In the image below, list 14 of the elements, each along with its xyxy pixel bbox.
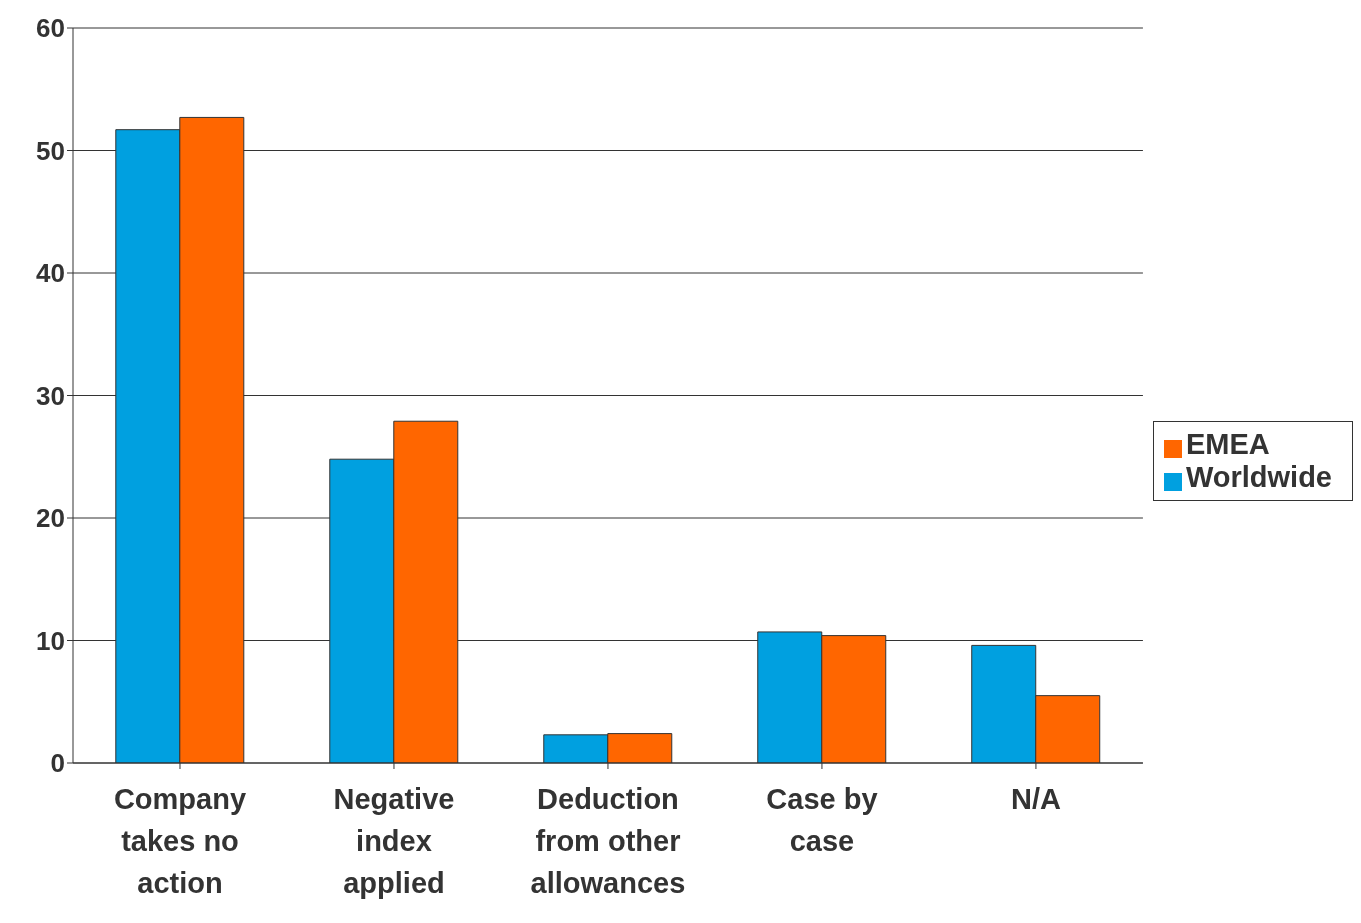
x-tick-label: Case by case xyxy=(766,783,878,857)
y-tick-label: 30 xyxy=(36,380,65,411)
y-tick-label: 40 xyxy=(36,258,65,289)
y-tick-label: 20 xyxy=(36,503,65,534)
y-tick-label: 10 xyxy=(36,625,65,656)
x-tick-label: Company takes no action xyxy=(113,783,247,899)
legend-label: Worldwide xyxy=(1185,460,1332,493)
x-tick-label: N/A xyxy=(1010,783,1061,815)
y-tick-label: 60 xyxy=(36,13,65,44)
y-tick-label: 0 xyxy=(50,748,65,779)
x-tick-label: Deduction from other allowances xyxy=(530,783,686,899)
y-tick-label: 50 xyxy=(36,135,65,166)
x-tick-label: Negative index applied xyxy=(333,783,455,899)
legend-label: EMEA xyxy=(1185,427,1270,460)
